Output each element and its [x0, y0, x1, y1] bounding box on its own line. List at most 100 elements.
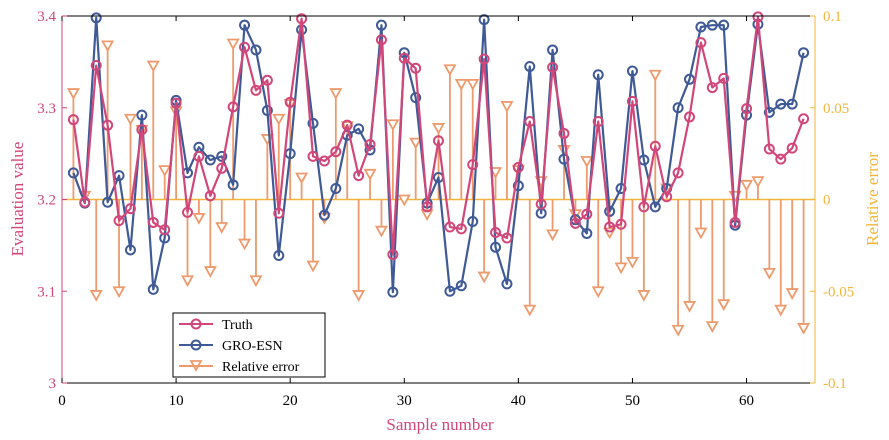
truth-point: [661, 191, 673, 203]
error-marker: [180, 275, 195, 288]
gro-esn-point: [147, 283, 159, 295]
truth-point: [102, 119, 114, 131]
truth-point: [387, 249, 399, 261]
y-left-axis-title: Evaluation value: [8, 142, 27, 257]
truth-line: [72, 15, 805, 256]
error-marker: [386, 119, 400, 132]
error-marker: [374, 225, 388, 238]
x-tick-label: 0: [58, 393, 66, 409]
error-marker: [431, 123, 446, 135]
truth-point: [90, 60, 102, 72]
error-marker: [671, 324, 685, 337]
truth-point: [649, 140, 661, 152]
gro-esn-point: [261, 105, 273, 117]
gro-esn-point: [124, 244, 136, 256]
truth-point: [364, 138, 376, 150]
y-right-tick-label: 0: [823, 193, 831, 209]
gro-esn-point: [763, 106, 775, 118]
truth-point: [604, 221, 616, 233]
x-axis-ticks: 0 10 20 30 40 50 60: [58, 16, 754, 409]
error-marker: [637, 290, 651, 302]
gro-esn-point: [649, 201, 661, 213]
y-left-tick-label: 3.4: [37, 9, 56, 25]
gro-esn-point: [775, 98, 787, 110]
truth-point: [239, 41, 251, 53]
truth-series: [67, 11, 810, 261]
gro-esn-point: [204, 154, 216, 166]
gro-esn-point: [615, 182, 627, 194]
gro-esn-point: [318, 209, 330, 221]
truth-point: [718, 72, 730, 84]
gro-esn-point: [444, 285, 456, 297]
gro-esn-point: [136, 109, 148, 121]
truth-point: [444, 221, 456, 233]
error-marker: [66, 88, 80, 100]
truth-point: [729, 216, 741, 228]
gro-esn-point: [90, 12, 102, 24]
truth-point: [375, 34, 387, 46]
truth-point: [535, 198, 547, 210]
truth-point: [524, 116, 536, 128]
truth-point: [113, 215, 125, 227]
x-tick-label: 30: [397, 393, 412, 409]
error-marker: [158, 165, 172, 177]
gro-esn-point: [558, 153, 570, 165]
error-marker: [774, 304, 788, 317]
error-marker: [751, 176, 765, 189]
truth-point: [433, 135, 444, 147]
error-marker: [523, 304, 537, 317]
error-marker: [454, 78, 468, 91]
truth-point: [798, 113, 810, 125]
truth-point: [741, 103, 753, 115]
legend-error-marker: [189, 360, 203, 372]
gro-esn-point: [490, 241, 502, 253]
truth-point: [284, 96, 296, 108]
y-right-tick-label: 0.05: [823, 101, 849, 117]
gro-esn-point: [581, 227, 593, 239]
error-marker: [112, 286, 126, 299]
gro-esn-point: [718, 19, 730, 31]
truth-point: [478, 53, 490, 65]
gro-esn-point: [239, 19, 251, 31]
legend-model-label: GRO-ESN: [222, 339, 283, 354]
error-marker: [625, 256, 639, 269]
x-tick-label: 20: [283, 393, 298, 409]
truth-point: [261, 74, 273, 86]
gro-esn-point: [375, 19, 387, 31]
error-marker: [500, 101, 514, 113]
y-right-tick-label: 0.1: [823, 9, 842, 25]
axes: [61, 15, 816, 384]
y-right-tick-label: -0.05: [823, 284, 854, 300]
truth-point: [410, 62, 422, 74]
y-right-axis-ticks: -0.1 -0.05 0 0.05 0.1: [810, 9, 854, 392]
truth-point: [341, 119, 353, 131]
truth-point: [79, 196, 91, 208]
gro-esn-point: [524, 60, 536, 72]
error-marker: [443, 64, 457, 77]
truth-point: [695, 37, 707, 49]
truth-point: [763, 143, 775, 155]
error-marker: [146, 60, 160, 73]
y-right-tick-label: -0.1: [823, 376, 847, 392]
gro-esn-point: [695, 21, 707, 33]
legend-truth-label: Truth: [222, 318, 253, 333]
error-marker: [648, 69, 662, 82]
error-marker: [614, 262, 628, 275]
gro-esn-point: [307, 117, 319, 129]
error-marker: [363, 168, 377, 181]
truth-point: [706, 82, 718, 94]
truth-point: [124, 203, 136, 215]
error-marker: [101, 40, 115, 53]
legend-model-marker: [190, 339, 202, 351]
y-left-tick-label: 3: [49, 376, 57, 392]
truth-point: [775, 153, 787, 165]
error-marker: [477, 271, 491, 284]
gro-esn-point: [547, 44, 559, 56]
truth-point: [136, 124, 148, 136]
truth-point: [684, 111, 695, 123]
error-marker: [409, 137, 423, 150]
error-marker: [192, 212, 206, 225]
gro-esn-point: [604, 205, 616, 217]
truth-point: [307, 150, 319, 162]
truth-point: [330, 146, 342, 158]
